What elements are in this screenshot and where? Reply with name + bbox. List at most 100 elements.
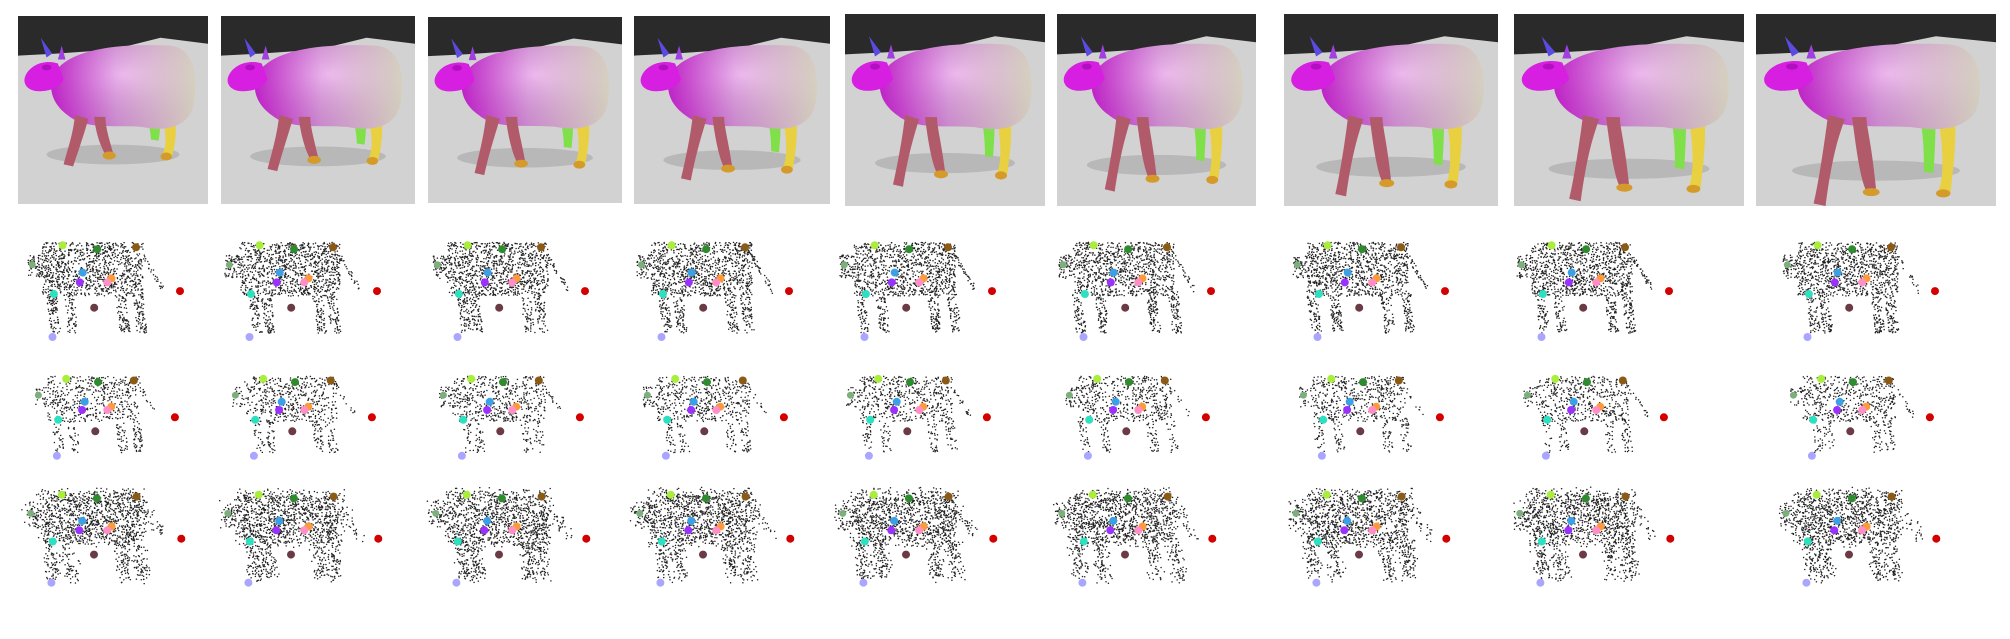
keypoint-12 <box>657 333 666 341</box>
cloud-points <box>629 486 777 584</box>
keypoint-4 <box>537 243 545 252</box>
keypoint-5 <box>1207 287 1215 296</box>
keypoint-12 <box>860 333 869 341</box>
keypoint-4 <box>944 243 952 252</box>
point-cloud-row4-col7 <box>1271 480 1475 600</box>
keypoint-10 <box>300 526 309 535</box>
keypoint-3 <box>1357 494 1366 503</box>
cloud-points <box>224 241 360 334</box>
keypoint-10 <box>1368 526 1377 535</box>
keypoint-11 <box>288 427 297 436</box>
cloud-points <box>1782 241 1920 334</box>
keypoint-4 <box>1887 243 1895 252</box>
cow-mesh <box>434 38 610 176</box>
keypoint-3 <box>1583 378 1591 387</box>
keypoint-7 <box>1109 516 1118 525</box>
keypoint-1 <box>643 391 651 399</box>
keypoints <box>1058 490 1217 587</box>
keypoint-11 <box>1121 550 1129 559</box>
keypoint-3 <box>1847 494 1856 503</box>
keypoint-12 <box>249 451 258 460</box>
keypoint-1 <box>1059 261 1067 269</box>
keypoint-4 <box>741 243 749 252</box>
keypoint-1 <box>1516 509 1524 517</box>
keypoint-3 <box>905 245 914 254</box>
keypoint-2 <box>255 241 264 250</box>
cow-render-frame-6 <box>1057 14 1256 206</box>
keypoint-10 <box>1368 278 1377 287</box>
keypoint-2 <box>254 490 263 499</box>
keypoints <box>846 374 991 460</box>
keypoint-6 <box>1319 415 1328 424</box>
keypoint-8 <box>272 278 281 287</box>
keypoint-12 <box>661 451 670 460</box>
cloud-points <box>834 486 978 584</box>
keypoint-8 <box>1833 406 1842 414</box>
keypoints <box>643 374 788 460</box>
keypoints <box>1299 374 1444 460</box>
keypoint-2 <box>1547 241 1556 250</box>
keypoint-11 <box>495 550 503 559</box>
keypoint-12 <box>453 333 462 341</box>
keypoint-8 <box>1343 406 1352 414</box>
keypoint-11 <box>1580 427 1589 436</box>
cloud-points <box>1516 241 1653 334</box>
keypoint-10 <box>508 278 517 287</box>
keypoint-6 <box>1803 537 1812 546</box>
keypoint-7 <box>277 397 286 406</box>
keypoint-3 <box>289 494 298 503</box>
keypoint-11 <box>1845 550 1853 559</box>
keypoint-10 <box>915 278 924 287</box>
keypoint-2 <box>869 490 878 499</box>
keypoint-2 <box>1813 241 1822 250</box>
keypoint-1 <box>1782 509 1790 517</box>
keypoints <box>1059 241 1215 341</box>
keypoint-12 <box>452 578 461 587</box>
keypoint-2 <box>870 241 879 250</box>
keypoint-11 <box>1846 427 1855 436</box>
keypoint-6 <box>453 537 462 546</box>
keypoint-10 <box>103 406 112 414</box>
point-cloud-row4-col1 <box>6 480 210 600</box>
keypoint-3 <box>93 245 102 254</box>
keypoint-8 <box>1106 526 1115 535</box>
keypoint-4 <box>1618 376 1627 385</box>
keypoint-10 <box>103 278 112 287</box>
cloud-points <box>218 487 365 583</box>
cow-render-frame-2 <box>221 16 415 204</box>
keypoint-7 <box>1835 397 1844 406</box>
keypoint-7 <box>687 516 696 525</box>
keypoint-1 <box>225 261 233 269</box>
keypoint-4 <box>1394 376 1403 385</box>
cow-mesh <box>227 37 403 172</box>
cloud-points <box>845 375 972 453</box>
keypoint-6 <box>1085 415 1094 424</box>
keypoint-8 <box>1109 406 1118 414</box>
point-cloud-row3-col5 <box>828 366 1012 471</box>
cow-render-frame-1 <box>18 16 208 204</box>
keypoint-3 <box>1582 245 1591 254</box>
keypoint-10 <box>712 526 721 535</box>
point-cloud-row2-col1 <box>8 230 208 355</box>
keypoint-10 <box>1592 278 1601 287</box>
keypoint-3 <box>1849 378 1857 387</box>
keypoint-11 <box>699 550 707 559</box>
keypoint-8 <box>1567 406 1576 414</box>
keypoint-7 <box>1343 268 1352 277</box>
cow-mesh <box>851 36 1032 187</box>
keypoints <box>637 241 793 341</box>
keypoint-7 <box>890 516 899 525</box>
keypoint-4 <box>1887 492 1896 501</box>
keypoint-6 <box>657 537 666 546</box>
keypoint-4 <box>1884 376 1893 385</box>
keypoint-6 <box>1809 415 1818 424</box>
keypoint-1 <box>636 509 644 517</box>
keypoint-1 <box>231 391 239 399</box>
keypoints <box>636 490 795 587</box>
keypoint-10 <box>103 526 112 535</box>
keypoint-8 <box>75 278 84 287</box>
keypoint-6 <box>1537 537 1546 546</box>
keypoint-5 <box>1442 534 1451 543</box>
keypoint-10 <box>1858 406 1867 414</box>
keypoint-3 <box>498 245 507 254</box>
